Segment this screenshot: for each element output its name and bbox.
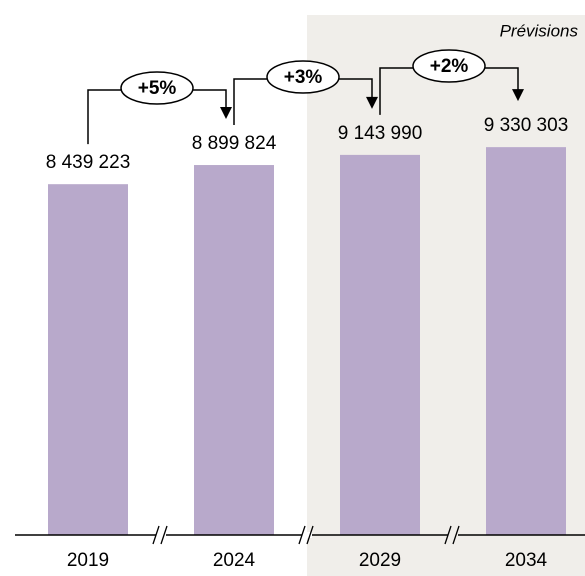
x-tick-label: 2024 (213, 550, 256, 571)
growth-label: +2% (430, 56, 469, 77)
axis-break (306, 525, 314, 545)
axis-break (152, 525, 160, 545)
x-tick-label: 2019 (67, 550, 109, 571)
axis-break-gap (448, 532, 458, 538)
axis-break-gap (302, 532, 312, 538)
value-label: 8 899 824 (192, 133, 277, 154)
x-tick-label: 2029 (359, 550, 401, 571)
forecast-label: Prévisions (500, 21, 579, 40)
arrow-head (220, 107, 232, 120)
growth-badge (266, 60, 340, 94)
bar (486, 147, 566, 535)
value-label: 9 143 990 (338, 123, 423, 144)
axis-break (452, 525, 460, 545)
x-tick-label: 2034 (505, 550, 548, 571)
bar (194, 165, 274, 535)
axis-break (160, 525, 168, 545)
growth-badge (120, 71, 194, 105)
axis-break (444, 525, 452, 545)
arrow-head (512, 89, 524, 102)
bar (48, 184, 128, 535)
axis-break (298, 525, 306, 545)
axis-break-gap (156, 532, 166, 538)
bar (340, 154, 420, 535)
value-label: 9 330 303 (484, 115, 569, 136)
value-label: 8 439 223 (46, 152, 131, 173)
arrow-head (366, 96, 378, 109)
growth-label: +3% (284, 67, 323, 88)
growth-label: +5% (138, 78, 177, 99)
growth-badge (412, 49, 486, 83)
